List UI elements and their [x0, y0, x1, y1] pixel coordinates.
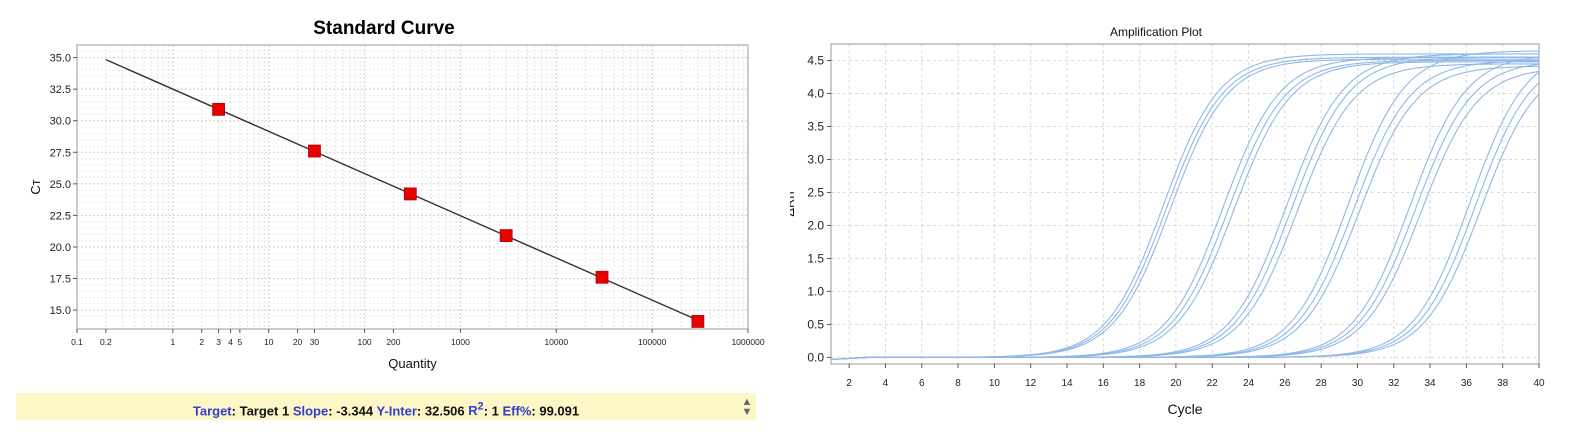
y-tick-label: 3.0	[807, 152, 824, 166]
x-tick-label: 200	[386, 337, 400, 347]
slope-label: Slope	[292, 403, 329, 419]
plot-border	[830, 43, 1540, 365]
x-tick-label: 1000	[451, 337, 470, 347]
x-tick-label: 30	[310, 337, 320, 347]
y-axis-label: ΔRn	[790, 191, 797, 216]
y-tick-label: 2.0	[807, 218, 824, 232]
standard-curve-chart: Standard Curve15.017.520.022.525.027.530…	[28, 18, 765, 371]
plot-border	[76, 44, 749, 330]
y-tick-label: 0.5	[807, 317, 824, 331]
x-axis-label: Cycle	[1167, 401, 1202, 417]
data-point	[691, 315, 705, 328]
curve-statistics-bar: Target: Target 1 Slope: -3.344 Y-Inter: …	[16, 393, 756, 420]
x-tick-label: 6	[919, 378, 925, 389]
r-squared-value: 1	[491, 403, 499, 419]
x-tick-label: 30	[1352, 378, 1364, 389]
y-tick-label: 2.5	[807, 185, 824, 199]
x-tick-label: 10	[989, 378, 1001, 389]
y-tick-label: 0.0	[807, 350, 824, 364]
plot-area	[831, 44, 1539, 364]
y-axis-label: Cт	[28, 179, 43, 194]
x-tick-label: 14	[1061, 378, 1073, 389]
x-tick-label: 2	[199, 337, 204, 347]
x-tick-label: 12	[1025, 378, 1037, 389]
y-tick-label: 25.0	[50, 179, 71, 191]
x-tick-label: 38	[1497, 378, 1509, 389]
y-tick-label: 20.0	[50, 242, 71, 254]
amplification-curve	[830, 93, 1540, 360]
chart-title: Amplification Plot	[1110, 25, 1203, 39]
x-tick-label: 4	[883, 378, 889, 389]
x-tick-label: 10	[264, 337, 274, 347]
y-tick-label: 32.5	[50, 84, 71, 96]
slope-value: -3.344	[336, 403, 374, 419]
data-point	[212, 102, 225, 116]
x-tick-label: 20	[1170, 378, 1182, 389]
scroll-up-icon[interactable]: ▲	[741, 396, 753, 408]
y-tick-label: 1.0	[807, 284, 824, 298]
data-point	[308, 144, 321, 158]
x-tick-label: 10000	[544, 337, 568, 347]
plot-area	[77, 45, 748, 329]
x-tick-label: 8	[955, 378, 961, 389]
x-tick-label: 18	[1134, 378, 1146, 389]
x-tick-label: 26	[1279, 378, 1291, 389]
x-tick-label: 28	[1316, 378, 1328, 389]
x-tick-label: 24	[1243, 378, 1255, 389]
x-tick-label: 34	[1425, 378, 1437, 389]
r-squared-exponent: 2	[477, 401, 484, 413]
y-tick-label: 17.5	[50, 274, 71, 286]
data-point	[403, 187, 417, 201]
r-squared-label: R2	[468, 401, 484, 419]
x-tick-label: 16	[1098, 378, 1110, 389]
x-tick-label: 3	[216, 337, 221, 347]
x-tick-label: 4	[228, 337, 233, 347]
efficiency-label: Eff%	[502, 403, 532, 419]
y-tick-label: 1.5	[807, 251, 824, 265]
y-tick-label: 30.0	[50, 116, 71, 128]
y-tick-label: 3.5	[807, 119, 824, 133]
y-tick-label: 4.5	[807, 53, 824, 67]
stats-scroll-control[interactable]: ▲ ▼	[740, 397, 754, 419]
x-tick-label: 100000	[638, 337, 667, 347]
y-tick-label: 27.5	[50, 147, 71, 159]
x-tick-label: 40	[1533, 378, 1545, 389]
x-tick-label: 1	[170, 337, 175, 347]
curve-statistics-text: Target: Target 1 Slope: -3.344 Y-Inter: …	[192, 401, 580, 419]
r-squared-letter: R	[468, 403, 478, 419]
y-tick-label: 4.0	[807, 86, 824, 100]
y-tick-label: 35.0	[50, 53, 71, 65]
target-label: Target	[192, 403, 232, 419]
x-tick-label: 5	[237, 337, 242, 347]
scroll-down-icon[interactable]: ▼	[741, 406, 753, 418]
x-axis-label: Quantity	[388, 356, 437, 371]
data-point	[499, 229, 513, 242]
amplification-plot-chart: Amplification Plot 0.0 0.5 1.0 1.5 2.0 2.5 3.0 3…	[790, 25, 1545, 417]
x-tick-label: 22	[1207, 378, 1219, 389]
x-tick-label: 100	[357, 337, 371, 347]
data-point	[595, 270, 609, 284]
x-tick-label: 0.2	[100, 337, 112, 347]
y-intercept-label: Y-Inter	[376, 403, 417, 419]
efficiency-value: 99.091	[539, 403, 580, 419]
x-tick-label: 1000000	[731, 337, 764, 347]
y-intercept-value: 32.506	[424, 403, 465, 419]
chart-title: Standard Curve	[313, 18, 454, 39]
y-tick-label: 22.5	[50, 210, 71, 222]
x-tick-label: 0.1	[71, 337, 83, 347]
x-tick-label: 32	[1388, 378, 1400, 389]
x-tick-label: 36	[1461, 378, 1473, 389]
x-tick-label: 20	[293, 337, 303, 347]
target-value: Target 1	[239, 403, 290, 419]
x-tick-label: 2	[846, 378, 852, 389]
y-tick-label: 15.0	[50, 305, 71, 317]
